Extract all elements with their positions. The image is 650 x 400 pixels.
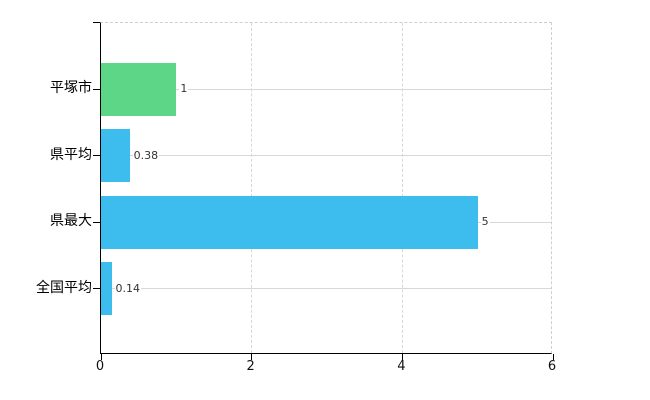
x-tick <box>552 354 554 360</box>
bar <box>101 195 478 249</box>
h-gridline <box>101 288 551 290</box>
h-gridline <box>101 155 551 157</box>
h-gridline <box>101 88 551 90</box>
category-label: 県平均 <box>50 146 92 163</box>
category-label: 県最大 <box>50 213 92 230</box>
y-tick <box>93 88 100 90</box>
bar <box>101 129 130 183</box>
x-tick-label: 4 <box>397 359 406 374</box>
category-label: 平塚市 <box>50 80 92 97</box>
value-label: 0.14 <box>114 281 142 296</box>
x-tick-label: 0 <box>95 359 105 374</box>
y-tick <box>93 155 100 157</box>
y-tick <box>93 288 100 290</box>
v-gridline <box>251 23 253 353</box>
x-tick-label: 2 <box>246 359 255 374</box>
category-label: 全国平均 <box>36 279 92 296</box>
x-tick <box>401 354 403 360</box>
x-tick <box>251 354 253 360</box>
y-axis-top-tick <box>93 22 100 23</box>
bar <box>101 262 112 316</box>
value-label: 5 <box>480 215 490 230</box>
plot-area: 1 0.38 5 0.14 <box>93 22 554 360</box>
x-tick-label: 6 <box>547 359 557 374</box>
value-label: 1 <box>179 82 189 97</box>
y-tick <box>93 221 100 223</box>
v-gridline <box>401 23 403 353</box>
value-label: 0.38 <box>132 148 160 163</box>
bar <box>101 62 177 116</box>
x-tick <box>100 354 102 360</box>
